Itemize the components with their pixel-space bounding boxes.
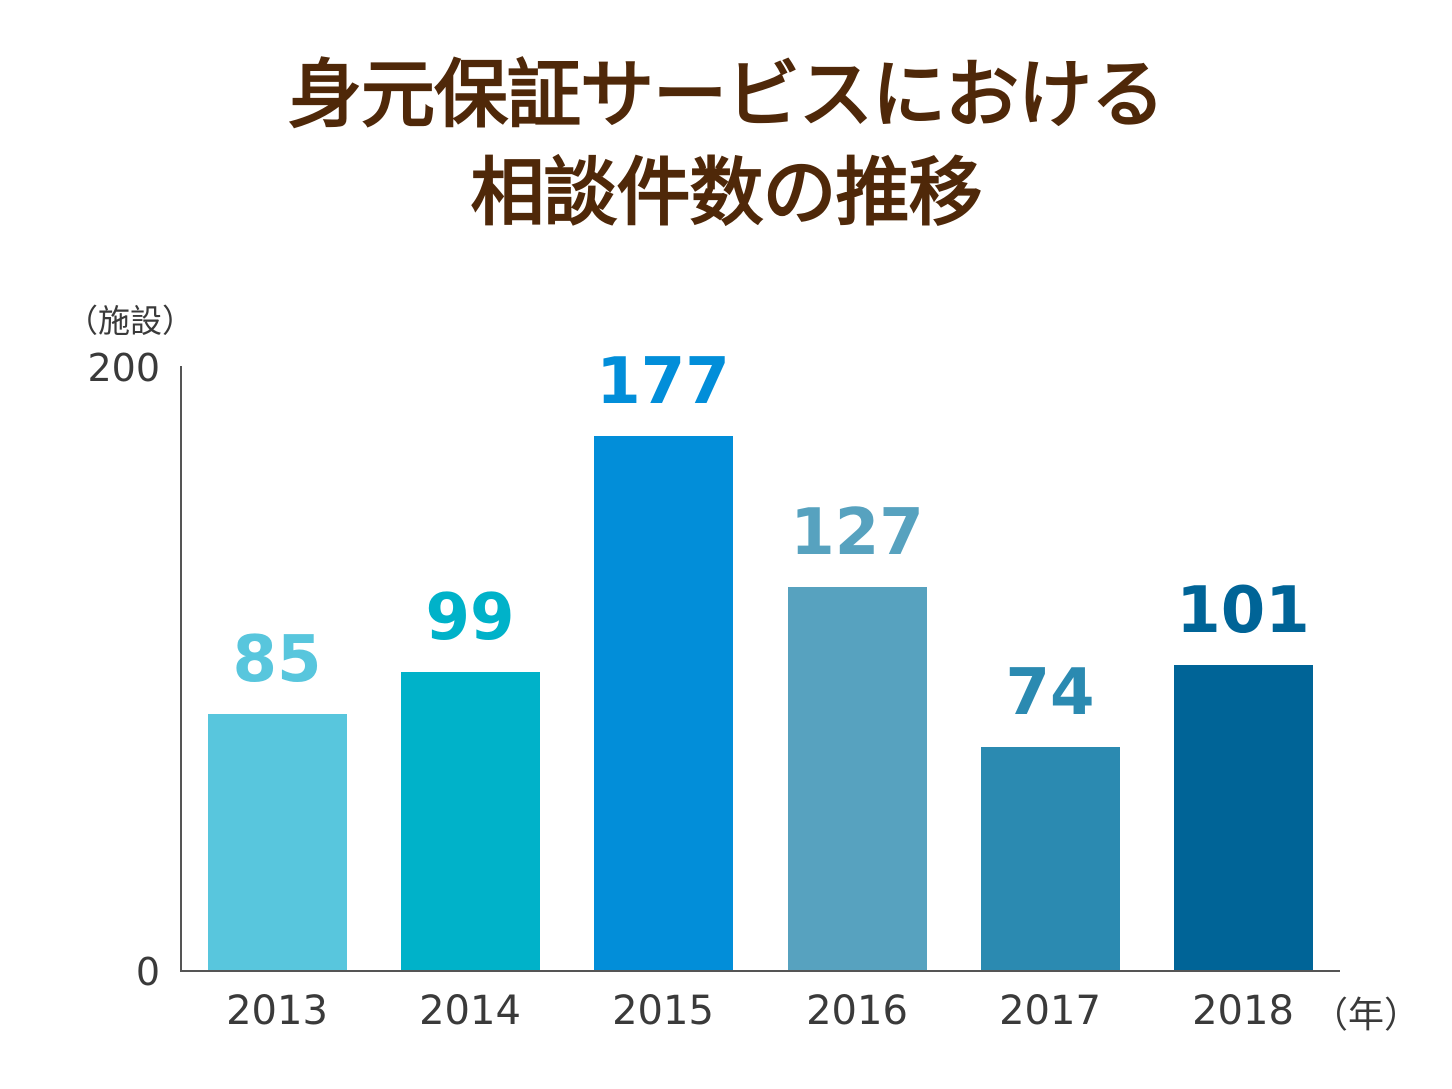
y-axis-unit-label: （施設） [66,302,195,340]
x-axis-line [180,970,1340,972]
bar-2013 [208,714,347,970]
y-tick-200: 200 [87,346,160,390]
y-tick-0: 0 [135,950,160,994]
bar-2018 [1174,665,1313,970]
x-tick-2016: 2016 [806,988,908,1034]
x-tick-2015: 2015 [612,988,714,1034]
x-tick-2013: 2013 [226,988,328,1034]
value-label-2013: 85 [232,623,322,697]
bar-2017 [981,747,1120,970]
value-label-2016: 127 [790,496,924,570]
bar-2014 [401,672,540,970]
bar-2015 [594,436,733,970]
value-label-2018: 101 [1176,574,1310,648]
bar-2016 [788,587,927,970]
chart-title-line1: 身元保証サービスにおける [288,52,1165,138]
x-tick-2017: 2017 [999,988,1101,1034]
value-label-2015: 177 [596,345,730,419]
value-label-2014: 99 [425,581,515,655]
x-axis-unit-label: （年） [1312,995,1421,1036]
value-label-2017: 74 [1005,656,1095,730]
x-tick-2014: 2014 [419,988,521,1034]
x-tick-2018: 2018 [1192,988,1294,1034]
chart-title-line2: 相談件数の推移 [470,150,983,236]
y-axis-line [180,366,182,971]
